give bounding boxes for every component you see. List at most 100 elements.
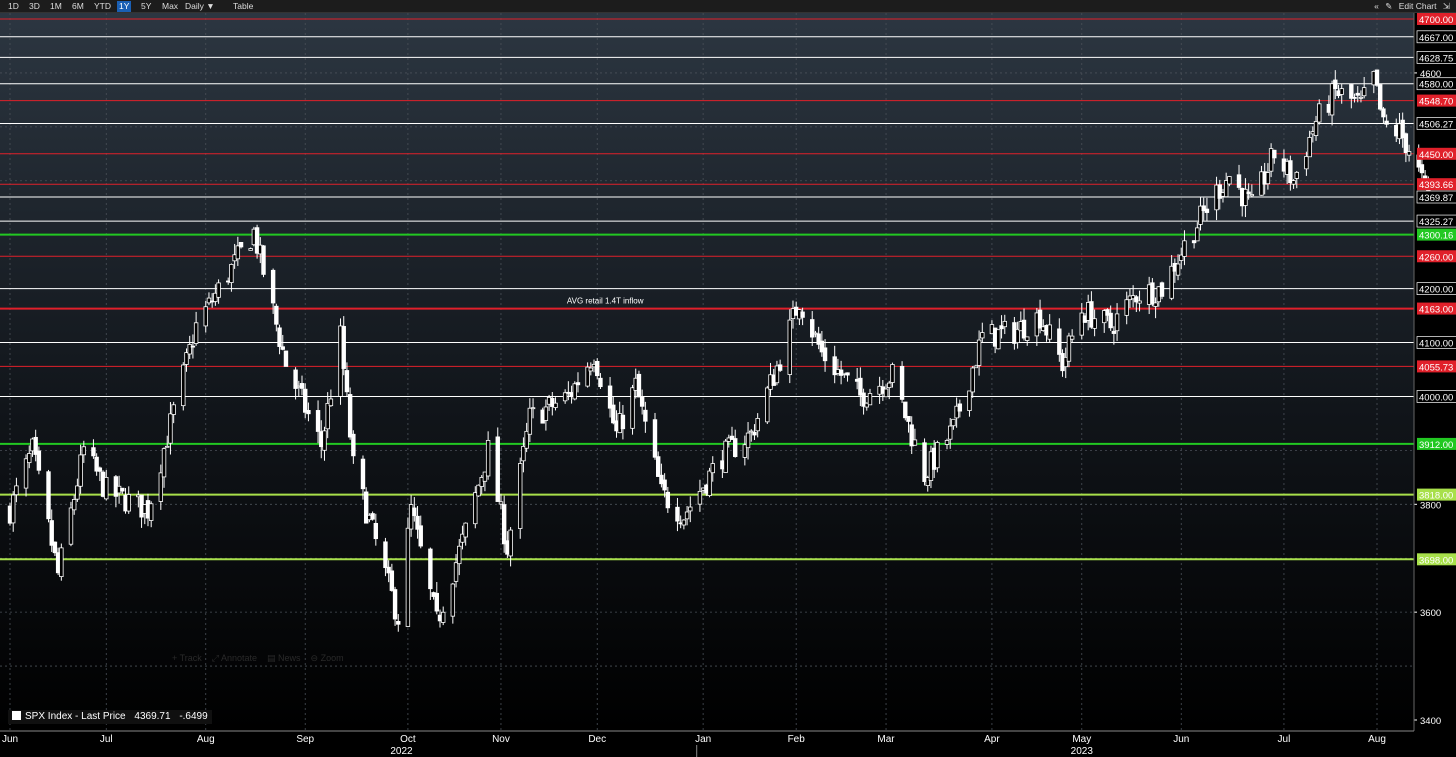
pencil-icon[interactable]: ✎ (1385, 1, 1393, 11)
candle-body (1307, 137, 1312, 158)
candle-body (1313, 121, 1319, 136)
chart-toolbar: 1D 3D 1M 6M YTD 1Y 5Y Max Daily ▼ Table « ✎ Edi… (0, 0, 1456, 13)
level-label-box (1417, 360, 1456, 373)
y-tick-label: 3800 (1420, 500, 1441, 511)
range-button-5y[interactable]: 5Y (141, 1, 152, 11)
candle-body (518, 463, 523, 529)
ghost-tool-2[interactable]: ▤ News (267, 653, 301, 663)
candle-body (238, 242, 244, 248)
candle-body (1339, 88, 1344, 95)
y-tick-label: 3600 (1420, 608, 1441, 619)
candle-body (607, 385, 613, 409)
candle-body (1400, 119, 1405, 139)
candle-body (299, 383, 305, 389)
range-button-3d[interactable]: 3D (29, 1, 40, 11)
candle-body (572, 383, 577, 400)
candle-body (148, 503, 154, 521)
level-label: 4200.00 (1419, 285, 1453, 296)
chart-settings-icon[interactable]: ⇲ (1442, 1, 1450, 11)
x-month-label: Apr (984, 734, 1000, 745)
candle-body (521, 445, 526, 462)
candle-body (562, 392, 568, 402)
candle-body (1079, 312, 1084, 336)
range-button-6m[interactable]: 6M (72, 1, 84, 11)
candle-body (729, 435, 735, 440)
candle-body (1015, 328, 1020, 344)
candle-body (254, 227, 260, 254)
candle-body (1358, 96, 1364, 99)
candle-body (954, 405, 959, 419)
candle-body (588, 367, 594, 372)
candle-body (710, 463, 715, 474)
candle-body (373, 522, 379, 540)
ghost-tool-3[interactable]: ⊖ Zoom (310, 653, 344, 663)
ghost-tool-0[interactable]: + Track (172, 653, 202, 663)
level-label-box (1416, 214, 1456, 228)
candle-body (434, 592, 439, 612)
candle-body (550, 397, 555, 407)
candle-body (293, 369, 298, 389)
candle-body (325, 403, 330, 430)
candle-body (1265, 172, 1271, 185)
x-month-label: Aug (1368, 734, 1386, 745)
x-month-label: Sep (296, 734, 314, 745)
candle-body (1047, 324, 1052, 340)
candle-body (765, 387, 770, 423)
candle-body (104, 477, 109, 500)
candle-body (890, 364, 895, 383)
candle-body (408, 504, 414, 530)
candle-body (688, 506, 693, 512)
candle-body (925, 477, 930, 486)
candle-body (415, 515, 420, 530)
candle-body (662, 479, 667, 491)
x-month-label: Jul (1278, 734, 1291, 745)
ghost-tool-1[interactable]: ⤢ Annotate (211, 653, 258, 663)
candle-body (75, 485, 80, 500)
candle-body (498, 501, 504, 505)
candle-body (1355, 92, 1360, 96)
candle-body (303, 388, 308, 413)
candle-body (630, 387, 635, 429)
x-year-label: 2023 (1071, 746, 1094, 757)
level-label-box (1416, 336, 1456, 349)
candle-body (1066, 335, 1072, 362)
level-label: 4300.16 (1419, 231, 1453, 242)
candle-body (575, 382, 581, 386)
range-button-1d[interactable]: 1D (8, 1, 19, 11)
candle-body (126, 494, 131, 512)
candle-body (543, 406, 549, 421)
candle-body (749, 430, 754, 433)
candle-body (190, 345, 196, 348)
candle-body (1223, 180, 1229, 198)
candle-body (476, 484, 481, 497)
level-label-box (1417, 228, 1456, 241)
candle-body (1419, 164, 1425, 174)
candle-body (457, 545, 462, 565)
level-label-box (1417, 94, 1456, 107)
candle-body (1002, 320, 1007, 328)
candle-body (1384, 120, 1389, 125)
range-button-1m[interactable]: 1M (50, 1, 62, 11)
range-button-ytd[interactable]: YTD (94, 1, 111, 11)
table-button[interactable]: Table (233, 1, 254, 11)
range-button-max[interactable]: Max (162, 1, 179, 11)
double-chevron-left-icon[interactable]: « (1374, 1, 1379, 11)
frequency-dropdown[interactable]: Daily ▼ (185, 1, 215, 11)
range-button-1y[interactable]: 1Y (117, 1, 132, 12)
candle-body (1057, 328, 1062, 355)
candle-body (23, 458, 29, 489)
candle-body (168, 413, 173, 444)
candle-body (1246, 191, 1251, 195)
level-label-box (1417, 488, 1456, 501)
price-chart[interactable]: AVG retail 1.4T inflow 4700.00 4667.00 462… (0, 13, 1456, 757)
candle-body (1349, 84, 1354, 99)
candle-body (270, 269, 276, 304)
candle-body (187, 344, 192, 355)
candlestick-series (7, 69, 1431, 632)
candle-body (181, 364, 186, 407)
candle-body (1021, 319, 1027, 339)
edit-chart-button[interactable]: Edit Chart (1398, 1, 1437, 11)
x-year-label: 2022 (390, 746, 413, 757)
level-label: 4667.00 (1419, 33, 1453, 44)
candle-body (755, 418, 760, 432)
